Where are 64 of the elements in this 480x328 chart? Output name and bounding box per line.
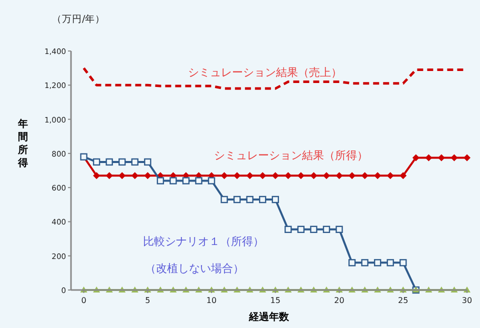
point xyxy=(220,172,228,180)
point xyxy=(297,172,304,180)
point xyxy=(322,226,330,233)
x-tick-label: 15 xyxy=(270,296,280,305)
point xyxy=(144,158,152,166)
series-label: シミュレーション結果（所得） xyxy=(214,149,368,162)
point xyxy=(106,158,113,166)
x-axis-title: 経過年数 xyxy=(248,311,290,323)
point xyxy=(272,196,279,204)
point xyxy=(348,172,356,180)
point xyxy=(348,259,356,266)
point xyxy=(156,177,164,184)
point xyxy=(464,154,470,162)
point xyxy=(374,259,382,266)
point xyxy=(259,172,266,180)
point xyxy=(220,196,228,204)
point xyxy=(233,196,241,204)
point xyxy=(374,172,382,180)
point xyxy=(438,154,445,162)
point xyxy=(400,259,407,266)
point xyxy=(272,172,279,180)
point xyxy=(246,196,254,204)
point xyxy=(386,259,394,266)
y-axis-title: 年間所得 xyxy=(17,118,28,169)
point xyxy=(131,172,138,180)
x-tick-label: 25 xyxy=(398,296,408,305)
point xyxy=(361,259,368,266)
point xyxy=(322,172,330,180)
point xyxy=(118,172,126,180)
text: （万円/年） xyxy=(52,13,106,25)
series-label: 比較シナリオ１（所得） xyxy=(143,235,264,248)
point xyxy=(450,154,458,162)
point xyxy=(336,226,343,233)
point xyxy=(246,172,254,180)
point xyxy=(195,177,202,184)
point xyxy=(425,154,432,162)
point xyxy=(259,196,266,204)
series-label: シミュレーション結果（売上） xyxy=(188,66,342,79)
point xyxy=(131,158,138,166)
point xyxy=(170,177,177,184)
point xyxy=(93,172,100,180)
point xyxy=(336,172,343,180)
point xyxy=(284,226,292,233)
point xyxy=(361,172,368,180)
x-tick-label: 20 xyxy=(334,296,344,305)
point xyxy=(106,172,113,180)
point xyxy=(144,172,152,180)
point xyxy=(386,172,394,180)
point xyxy=(310,172,318,180)
point xyxy=(92,158,100,166)
point xyxy=(297,226,305,233)
point xyxy=(400,172,407,180)
x-tick-label: 30 xyxy=(462,296,472,305)
x-tick-label: 5 xyxy=(145,296,150,305)
x-tick-label: 0 xyxy=(81,296,86,305)
point xyxy=(118,158,126,166)
point xyxy=(284,172,292,180)
annotation: （改植しない場合） xyxy=(145,262,244,275)
point xyxy=(310,226,318,233)
point xyxy=(208,177,216,184)
point xyxy=(234,172,241,180)
x-tick-label: 10 xyxy=(206,296,217,305)
point xyxy=(182,177,190,184)
point xyxy=(412,154,420,162)
